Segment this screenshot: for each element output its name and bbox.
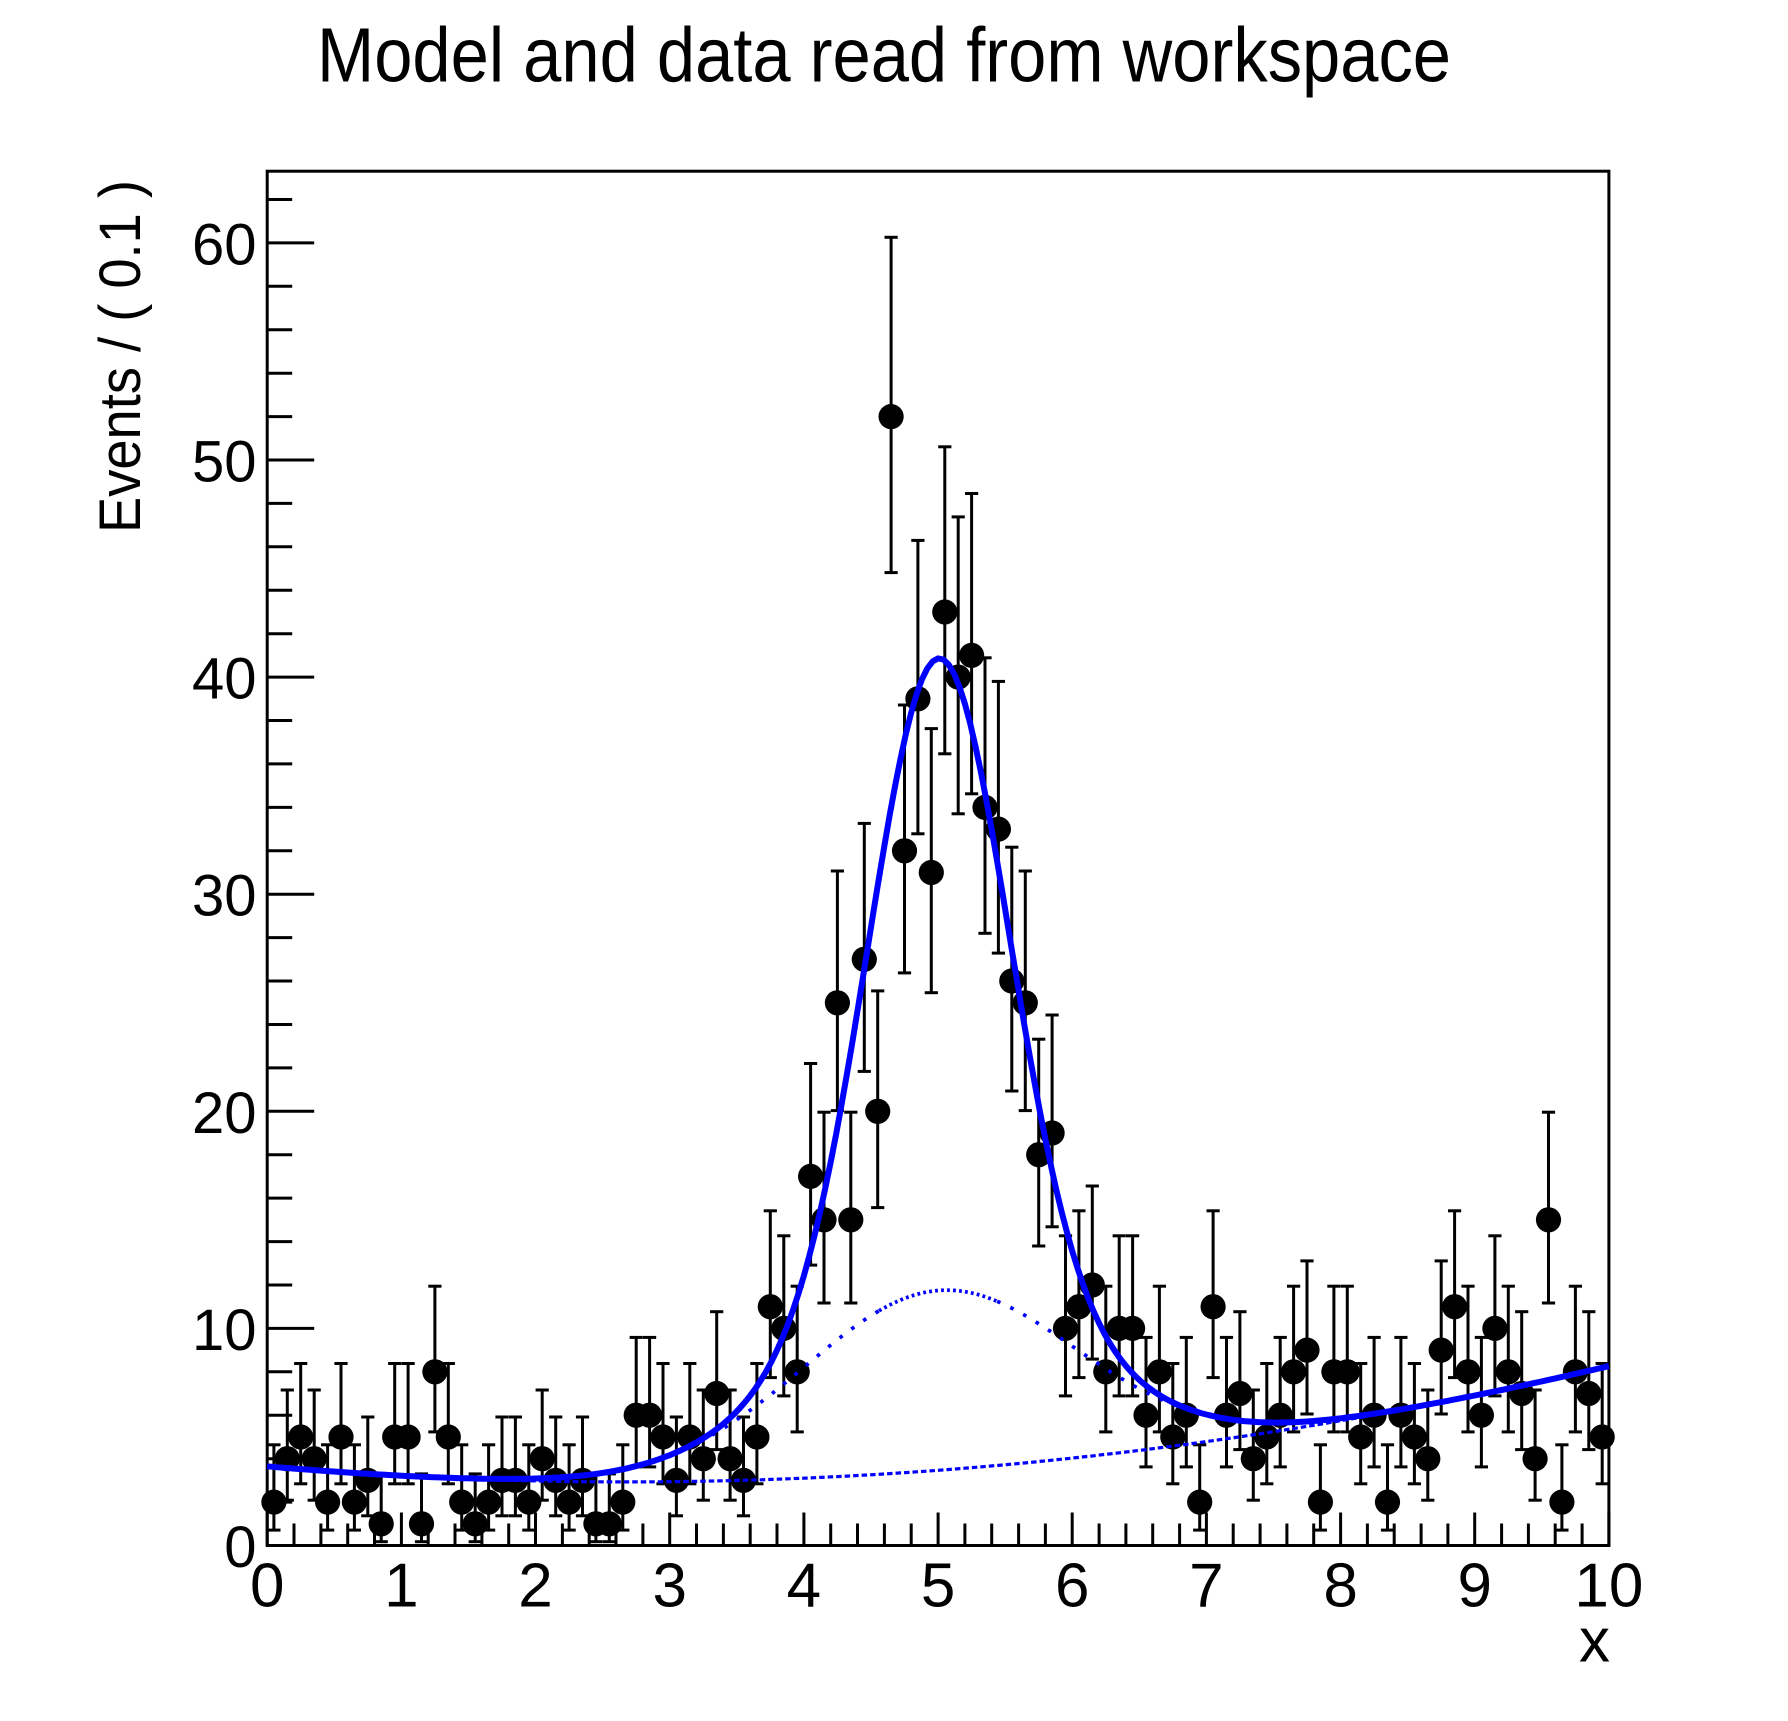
- svg-text:4: 4: [787, 1552, 821, 1621]
- svg-text:Events / ( 0.1 ): Events / ( 0.1 ): [88, 180, 153, 533]
- svg-text:10: 10: [192, 1298, 257, 1363]
- svg-text:0: 0: [250, 1552, 284, 1621]
- svg-text:3: 3: [652, 1552, 686, 1621]
- svg-text:40: 40: [192, 647, 257, 712]
- svg-text:Model and data read from works: Model and data read from workspace: [317, 12, 1451, 98]
- svg-text:10: 10: [1574, 1552, 1643, 1621]
- svg-text:5: 5: [921, 1552, 955, 1621]
- svg-text:7: 7: [1189, 1552, 1223, 1621]
- svg-text:x: x: [1579, 1607, 1610, 1676]
- svg-text:1: 1: [384, 1552, 418, 1621]
- svg-text:50: 50: [192, 430, 257, 495]
- svg-text:0: 0: [224, 1515, 256, 1580]
- svg-text:8: 8: [1323, 1552, 1357, 1621]
- svg-text:6: 6: [1055, 1552, 1089, 1621]
- svg-text:2: 2: [518, 1552, 552, 1621]
- svg-text:30: 30: [192, 864, 257, 929]
- svg-text:60: 60: [192, 212, 257, 277]
- svg-text:20: 20: [192, 1081, 257, 1146]
- svg-text:9: 9: [1457, 1552, 1491, 1621]
